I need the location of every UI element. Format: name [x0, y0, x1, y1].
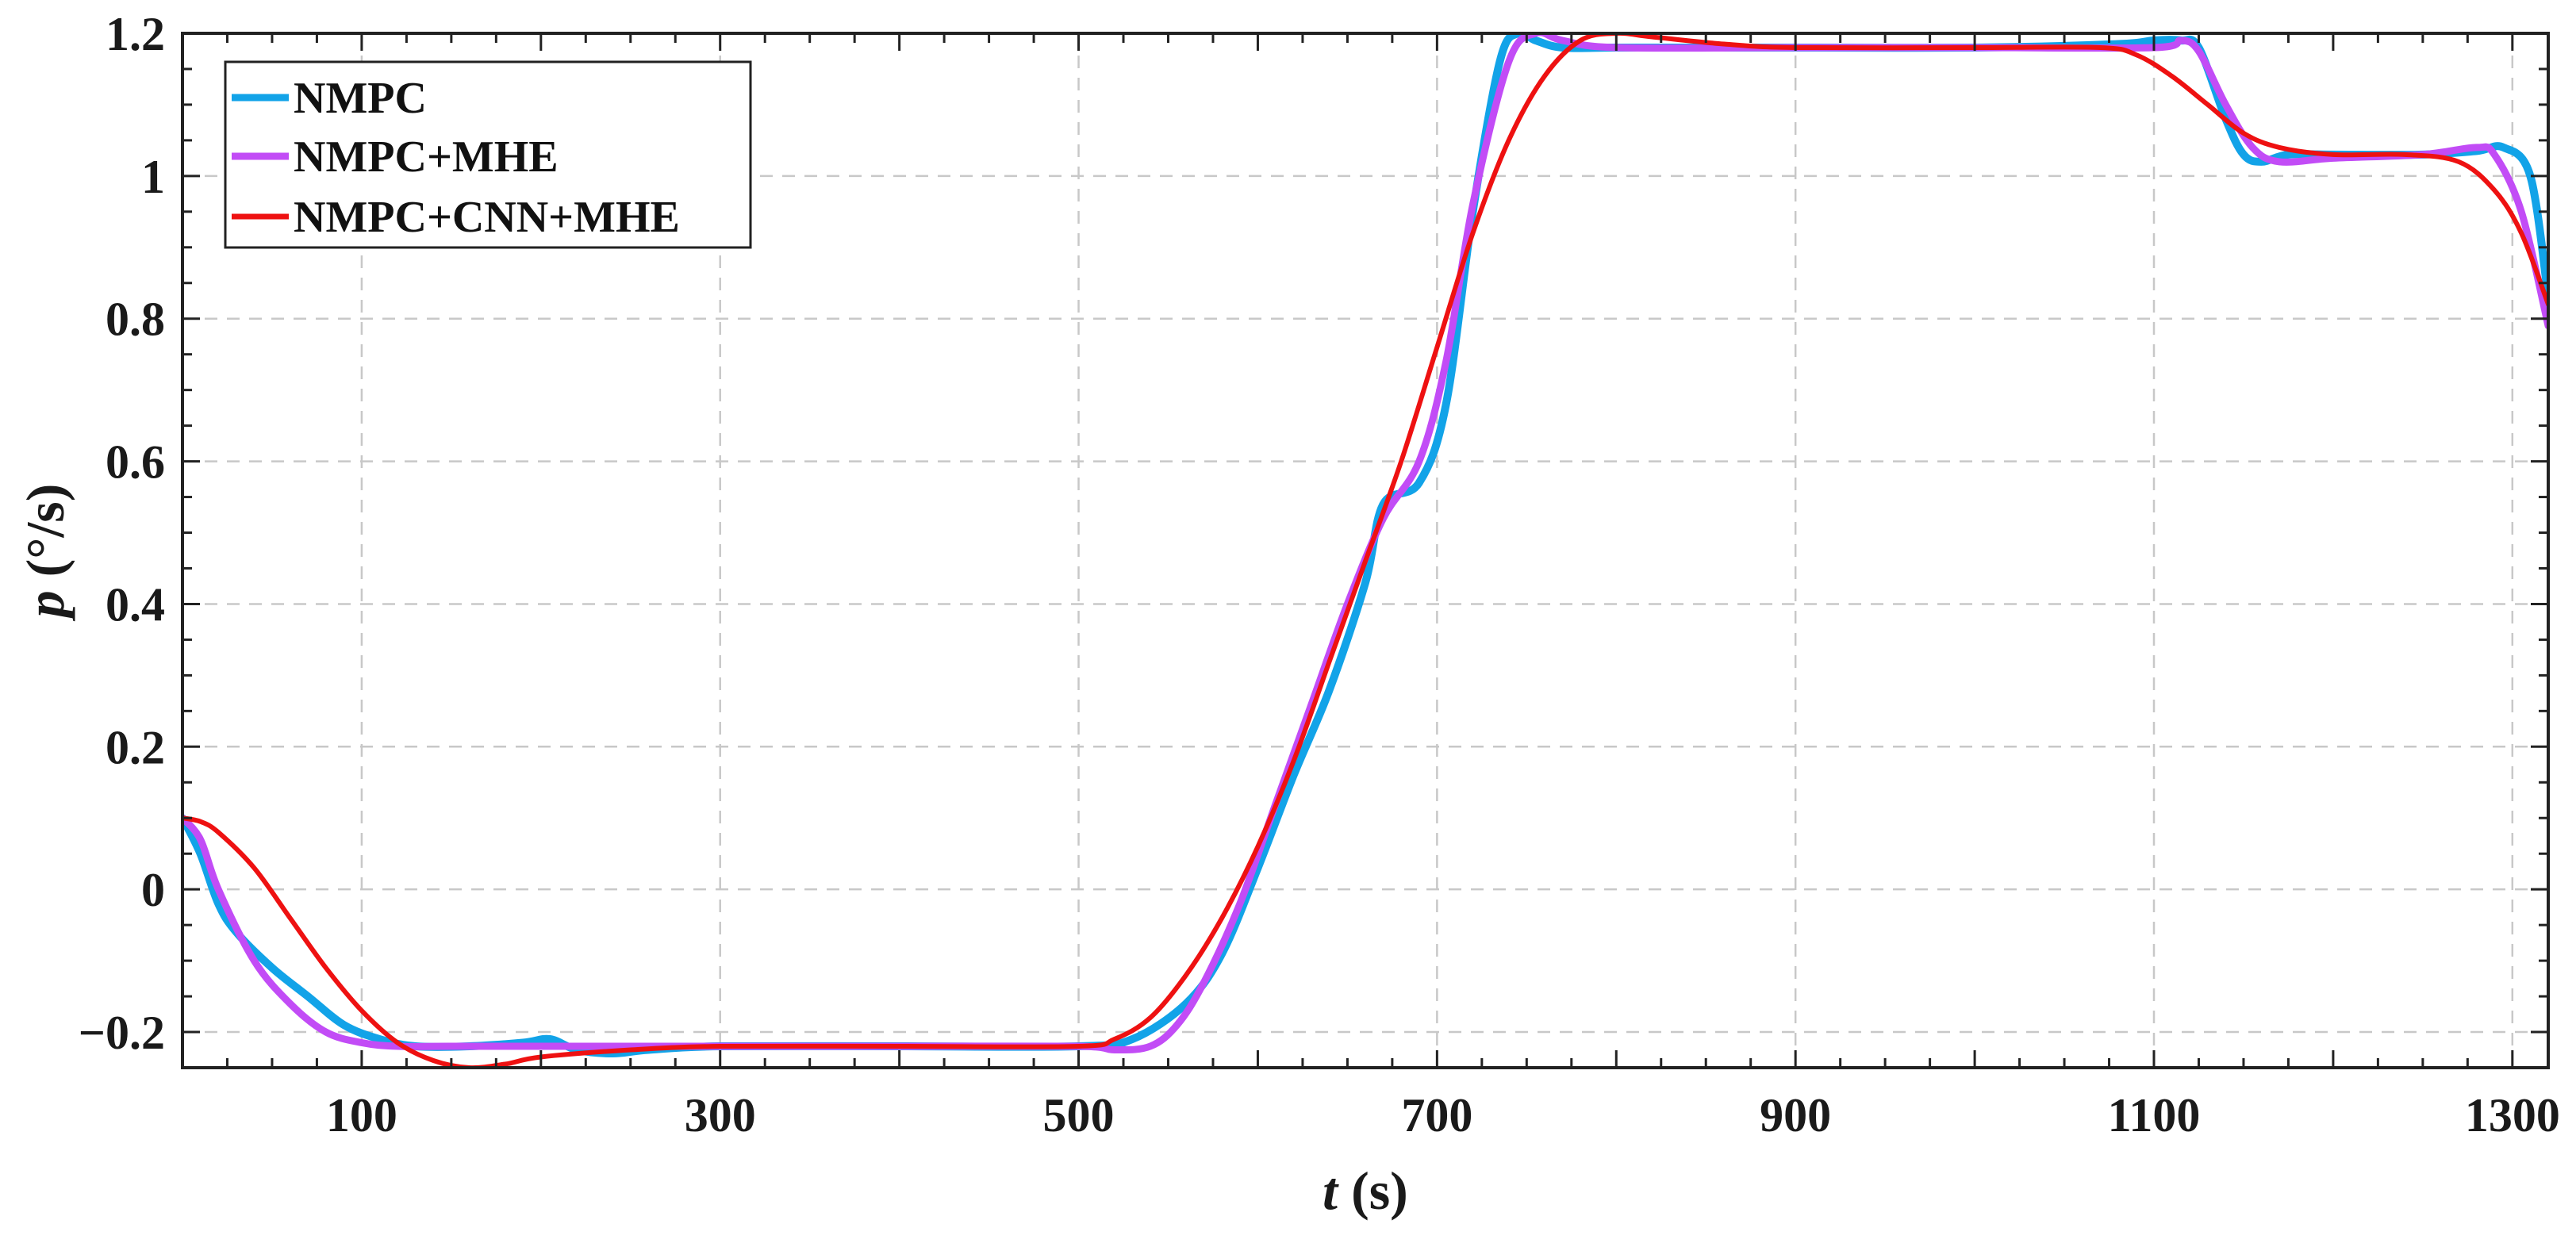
x-tick-label: 900: [1760, 1089, 1831, 1141]
series-line-1: [182, 33, 2548, 1054]
x-axis-label: t (s): [1323, 1161, 1408, 1221]
y-tick-label: −0.2: [79, 1007, 165, 1059]
legend-box: [224, 60, 752, 249]
x-tick-label: 300: [685, 1089, 756, 1141]
legend-label-nmpc-mhe: NMPC+MHE: [294, 132, 559, 182]
y-tick-label: 0.8: [106, 293, 165, 346]
x-axis-unit: (s): [1338, 1161, 1408, 1221]
y-tick-label: 1: [141, 151, 165, 203]
plot-frame: [181, 32, 2550, 1069]
y-tick-label: 0.4: [106, 578, 165, 631]
legend-label-nmpc-cnn-mhe: NMPC+CNN+MHE: [294, 193, 680, 242]
x-axis-variable: t: [1323, 1161, 1339, 1221]
y-tick-label: 0.2: [106, 721, 165, 773]
axis-ticks: [182, 32, 2548, 1069]
x-tick-label: 700: [1401, 1089, 1472, 1141]
y-tick-label: 0.6: [106, 436, 165, 489]
y-tick-label: 0: [141, 864, 165, 916]
legend: NMPC NMPC+MHE NMPC+CNN+MHE: [224, 60, 752, 249]
tick-labels: 100 300 500 700 900 1100 1300 −0.2 0 0.2 0.4 0.6 0.8…: [79, 8, 2560, 1141]
x-tick-label: 1100: [2108, 1089, 2201, 1141]
legend-label-nmpc: NMPC: [294, 74, 427, 123]
x-tick-label: 1300: [2465, 1089, 2560, 1141]
y-tick-label: 1.2: [106, 8, 165, 60]
y-axis-label: p (°/s): [15, 484, 75, 622]
x-tick-label: 500: [1043, 1089, 1115, 1141]
y-axis-unit: (°/s): [15, 484, 75, 591]
x-tick-label: 100: [326, 1089, 397, 1141]
y-axis-variable: p: [15, 590, 75, 621]
